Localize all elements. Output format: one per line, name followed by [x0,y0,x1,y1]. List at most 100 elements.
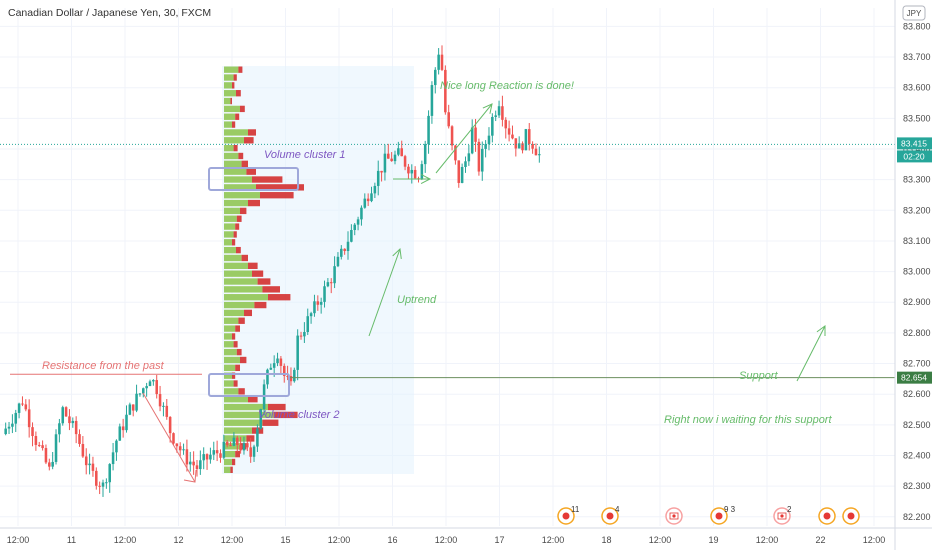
candle-body [517,143,521,149]
event-count: 11 [571,505,580,514]
candle-body [289,376,293,382]
x-tick-label: 12:00 [114,535,137,545]
volume-bar-up [224,450,236,458]
volume-bar-down [233,74,237,81]
candle-body [360,207,363,220]
volume-bar-down [233,144,238,152]
volume-bar-down [232,372,236,379]
economic-event-icon[interactable]: 9 3 [710,505,736,525]
candle-body [219,453,222,458]
y-tick-label: 82.300 [903,481,931,491]
candle-body [420,164,424,179]
volume-bar-up [224,66,239,73]
volume-bar-up [224,152,239,160]
y-tick-label: 83.000 [903,267,931,277]
volume-bar-down [236,215,242,222]
candle-body [501,106,504,120]
y-tick-label: 83.300 [903,175,931,185]
volume-bar-up [224,97,231,105]
volume-cluster-1-label: Volume cluster 1 [264,149,346,161]
candle-body [484,144,487,149]
candle-body [27,409,31,428]
volume-bar-up [224,278,258,285]
y-tick-label: 83.800 [903,21,931,31]
candle-body [188,461,192,465]
candle-body [390,158,393,162]
candle-body [115,440,118,453]
candle-body [239,444,242,451]
x-tick-label: 19 [708,535,718,545]
candle-body [296,335,299,370]
volume-bar-up [224,364,236,371]
y-tick-label: 83.700 [903,52,931,62]
volume-bar-down [236,348,242,356]
candle-body [306,316,310,332]
candle-body [68,416,71,424]
volume-bar-up [224,286,263,293]
volume-bar-up [224,301,255,309]
candle-body [303,331,306,337]
candle-body [279,358,283,366]
event-count: 4 [615,505,620,514]
x-tick-label: 22 [815,535,825,545]
candle-body [373,185,377,194]
y-tick-label: 82.200 [903,512,931,522]
volume-bar-down [256,184,304,191]
volume-bar-down [248,129,256,136]
volume-bar-up [224,262,248,269]
currency-badge[interactable]: JPY [902,5,926,21]
economic-event-icon[interactable]: 4 [601,505,620,525]
candle-body [514,138,518,149]
reaction-arrow-head [482,103,493,114]
volume-bar-down [235,364,240,371]
candle-body [185,449,189,465]
candle-body [454,145,457,161]
volume-bar-down [241,254,248,262]
candle-body [7,426,11,429]
volume-bar-up [224,137,244,144]
svg-text:82.654: 82.654 [901,373,927,383]
candle-body [235,437,239,445]
candle-body [229,445,232,447]
y-tick-label: 82.800 [903,328,931,338]
volume-cluster-2-box [208,373,290,397]
volume-bar-up [224,184,256,191]
candle-body [511,134,514,139]
candle-body [84,456,88,466]
volume-bar-up [224,207,240,215]
x-tick-label: 17 [494,535,504,545]
volume-bar-up [224,388,239,395]
candle-body [480,148,484,172]
volume-bar-up [224,121,232,128]
x-tick-label: 12:00 [221,535,244,545]
candle-body [145,386,148,389]
candle-body [41,445,44,449]
support-price-tag: 82.654 [897,371,932,384]
volume-bar-up [224,176,252,183]
x-tick-label: 12:00 [649,535,672,545]
support-label: Support [739,370,778,382]
economic-event-icon[interactable]: 11 [557,505,580,525]
candle-body [427,115,430,145]
uptrend-label: Uptrend [397,294,437,306]
economic-event-icon[interactable] [842,507,860,525]
candle-body [491,116,494,136]
y-tick-label: 82.600 [903,389,931,399]
canada-flag-icon[interactable]: 2 [773,505,792,525]
canada-flag-icon[interactable] [665,507,683,525]
volume-bar-up [224,341,234,348]
support-arrow-head [816,325,826,337]
candle-body [437,54,440,70]
candle-body [323,286,326,302]
economic-event-icon[interactable] [818,507,836,525]
candle-body [172,433,175,444]
volume-bar-down [268,294,291,301]
candle-body [450,126,454,146]
volume-cluster-1-box [208,167,299,191]
candles [4,45,541,497]
y-tick-label: 83.100 [903,236,931,246]
svg-text:83.415: 83.415 [901,138,927,148]
candle-body [105,482,108,484]
